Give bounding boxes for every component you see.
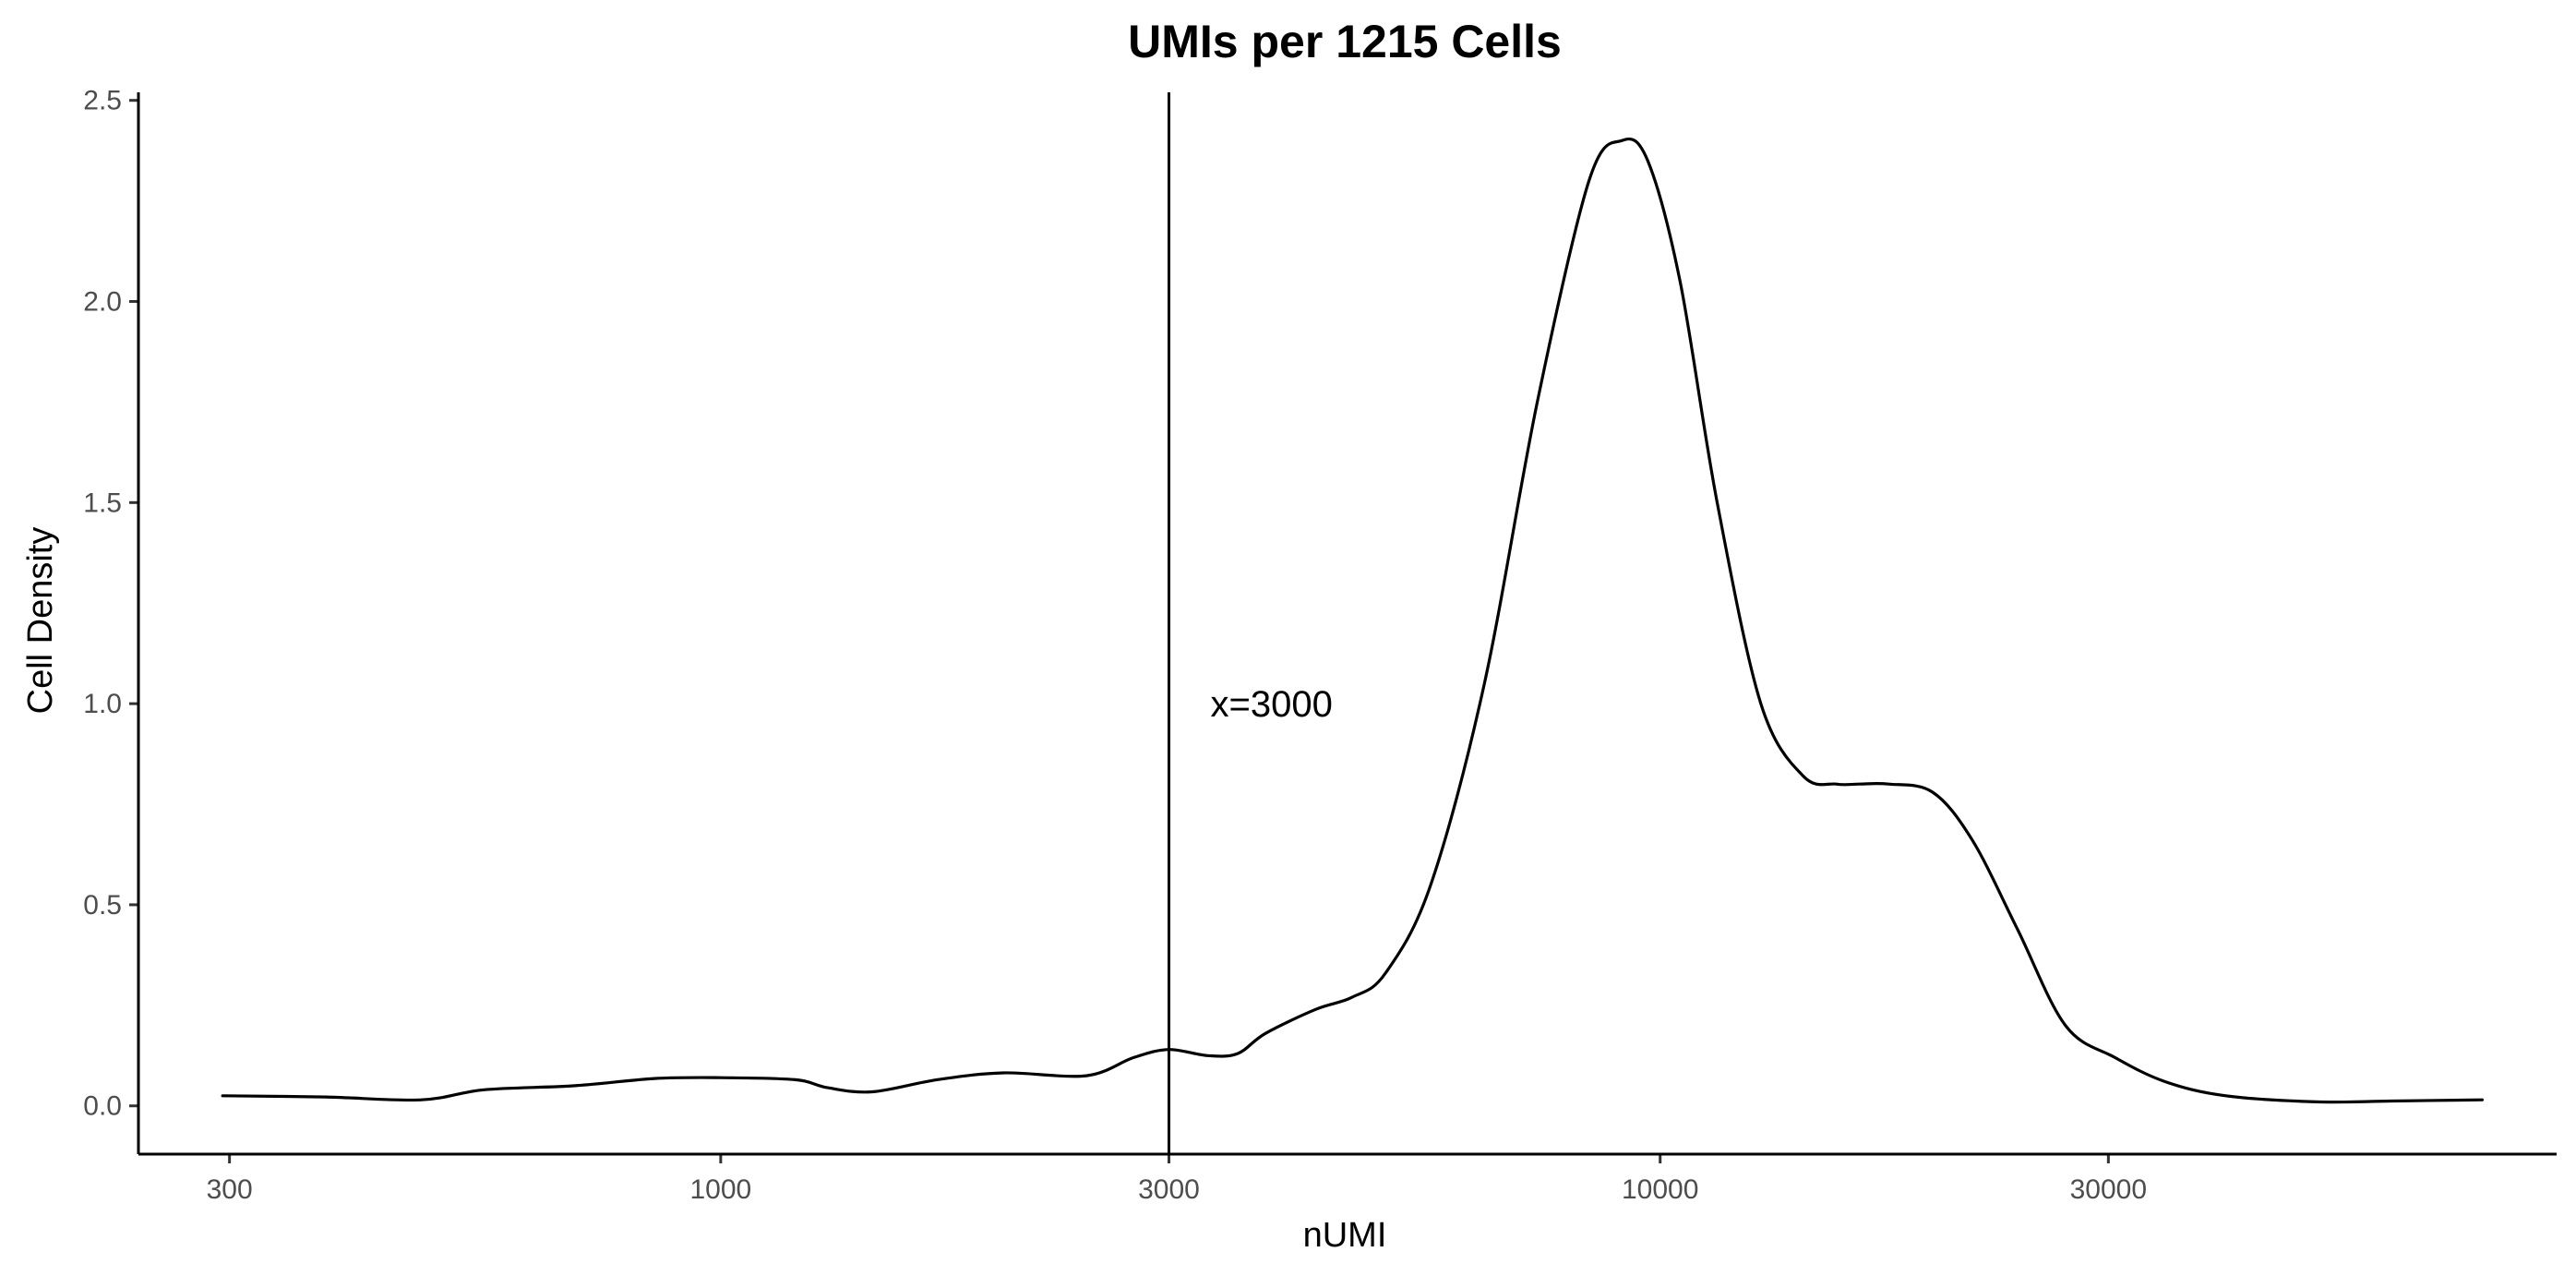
x-tick-label: 3000	[1138, 1174, 1200, 1205]
y-tick-label: 1.5	[83, 488, 122, 518]
reference-vline-label: x=3000	[1210, 684, 1332, 725]
y-tick-label: 1.0	[83, 689, 122, 719]
x-tick-label: 10000	[1622, 1174, 1698, 1205]
y-tick-label: 2.0	[83, 287, 122, 318]
x-tick-label: 300	[207, 1174, 253, 1205]
x-tick-label: 1000	[689, 1174, 751, 1205]
x-tick-label: 30000	[2070, 1174, 2147, 1205]
chart-title: UMIs per 1215 Cells	[1128, 16, 1562, 67]
density-curve	[221, 137, 2484, 1104]
x-axis-ticks: 300 1000 3000 10000 30000	[207, 1154, 2147, 1205]
y-axis-ticks: 0.0 0.5 1.0 1.5 2.0 2.5	[83, 86, 138, 1122]
x-axis-title: nUMI	[1303, 1216, 1387, 1255]
y-tick-label: 2.5	[83, 86, 122, 116]
y-tick-label: 0.5	[83, 890, 122, 921]
y-axis-title: Cell Density	[21, 527, 60, 715]
y-tick-label: 0.0	[83, 1091, 122, 1122]
